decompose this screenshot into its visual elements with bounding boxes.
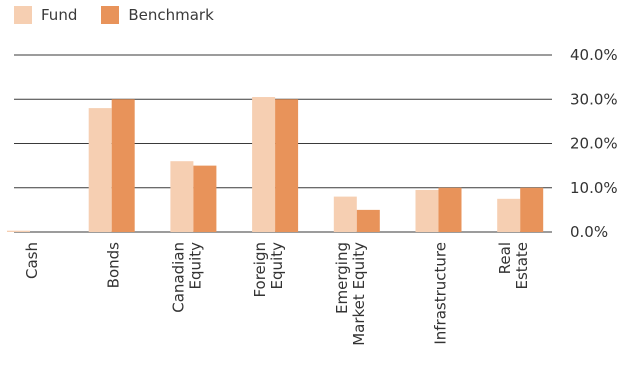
legend-label-fund: Fund [41,6,78,24]
y-tick-label-2: 20.0% [570,135,618,153]
x-tick-label-5: Infrastructure [432,242,450,345]
x-tick-label-line: Foreign [251,242,269,298]
x-tick-label-line: Canadian [169,242,187,313]
bar-benchmark-6 [520,187,544,232]
bar-benchmark-4 [356,209,380,232]
x-tick-label-line: Cash [23,242,41,279]
x-tick-label-1: Bonds [105,242,123,288]
legend-swatch-fund [14,6,32,24]
x-tick-label-line: Equity [186,242,204,290]
bar-fund-6 [497,198,521,232]
x-tick-label-3: ForeignEquity [251,242,286,298]
legend-item-fund: Fund [14,6,77,24]
y-tick-label-0: 0.0% [570,223,608,241]
legend-item-benchmark: Benchmark [101,6,214,24]
x-tick-label-line: Estate [513,242,531,289]
bar-fund-0 [7,230,30,232]
x-tick-label-0: Cash [23,242,41,279]
x-tick-label-4: EmergingMarket Equity [333,242,368,346]
x-tick-label-line: Emerging [333,242,351,314]
y-tick-label-3: 30.0% [570,90,618,108]
legend-swatch-benchmark [101,6,120,24]
chart-legend: Fund Benchmark [14,6,238,24]
bar-benchmark-1 [111,99,135,232]
y-tick-label-1: 10.0% [570,179,618,197]
bar-fund-5 [415,189,439,232]
x-tick-label-line: Market Equity [350,242,368,346]
x-tick-label-line: Equity [268,242,286,290]
bar-fund-3 [252,97,276,232]
y-tick-label-4: 40.0% [570,46,618,64]
x-tick-label-line: Bonds [105,242,123,288]
bar-benchmark-2 [193,165,217,232]
x-tick-label-2: CanadianEquity [169,242,204,313]
x-tick-label-line: Real [496,242,514,274]
bar-fund-1 [88,108,112,232]
bar-benchmark-5 [438,187,462,232]
bar-fund-4 [333,196,357,232]
x-tick-label-6: RealEstate [496,242,531,289]
bar-benchmark-3 [275,99,299,232]
legend-label-benchmark: Benchmark [128,6,214,24]
bar-fund-2 [170,161,194,232]
x-tick-label-line: Infrastructure [432,242,450,345]
